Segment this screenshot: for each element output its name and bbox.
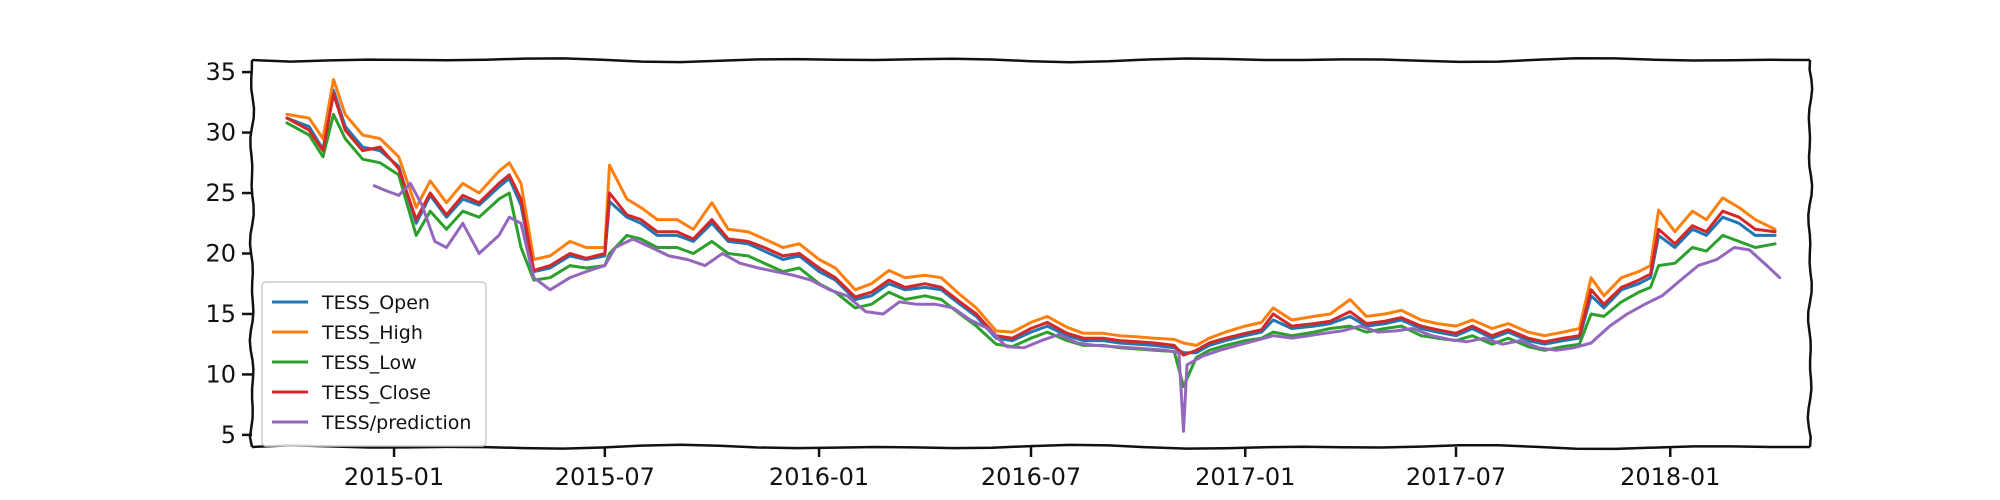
legend: TESS_Open TESS_High TESS_Low TESS_Close TESS… <box>261 281 487 447</box>
y-tick-label: 25 <box>205 179 236 207</box>
y-tick-label: 30 <box>205 119 236 147</box>
axis-spine-top <box>251 56 1811 64</box>
y-tick-label: 15 <box>205 300 236 328</box>
y-tick-label: 5 <box>221 421 236 449</box>
x-tick-label: 2016-07 <box>981 463 1081 491</box>
x-tick-label: 2016-01 <box>769 463 869 491</box>
x-tick-label: 2015-07 <box>555 463 655 491</box>
legend-label: TESS_Open <box>321 292 430 314</box>
axis-spine-right <box>1806 59 1814 448</box>
y-tick-label: 20 <box>205 240 236 268</box>
legend-label: TESS/prediction <box>321 412 471 434</box>
x-tick-label: 2015-01 <box>344 463 444 491</box>
y-tick-label: 10 <box>205 360 236 388</box>
legend-box <box>261 281 487 447</box>
series-layer <box>285 77 1782 433</box>
y-tick-label: 35 <box>205 58 236 86</box>
series-line-tess-close <box>285 92 1777 357</box>
series-line-tess-prediction <box>372 181 1782 433</box>
series-line-tess-high <box>285 77 1777 347</box>
x-tick-label: 2018-01 <box>1620 463 1720 491</box>
axes-layer: 5 10 15 20 25 30 35 2015-01 2015-07 2016-01 2016-0… <box>205 56 1814 491</box>
x-tick-label: 2017-01 <box>1195 463 1295 491</box>
x-tick-label: 2017-07 <box>1406 463 1506 491</box>
legend-label: TESS_High <box>321 322 423 344</box>
series-line-tess-low <box>285 112 1777 388</box>
axis-spine-bottom <box>251 443 1810 451</box>
legend-label: TESS_Low <box>321 352 417 374</box>
legend-label: TESS_Close <box>321 382 431 404</box>
